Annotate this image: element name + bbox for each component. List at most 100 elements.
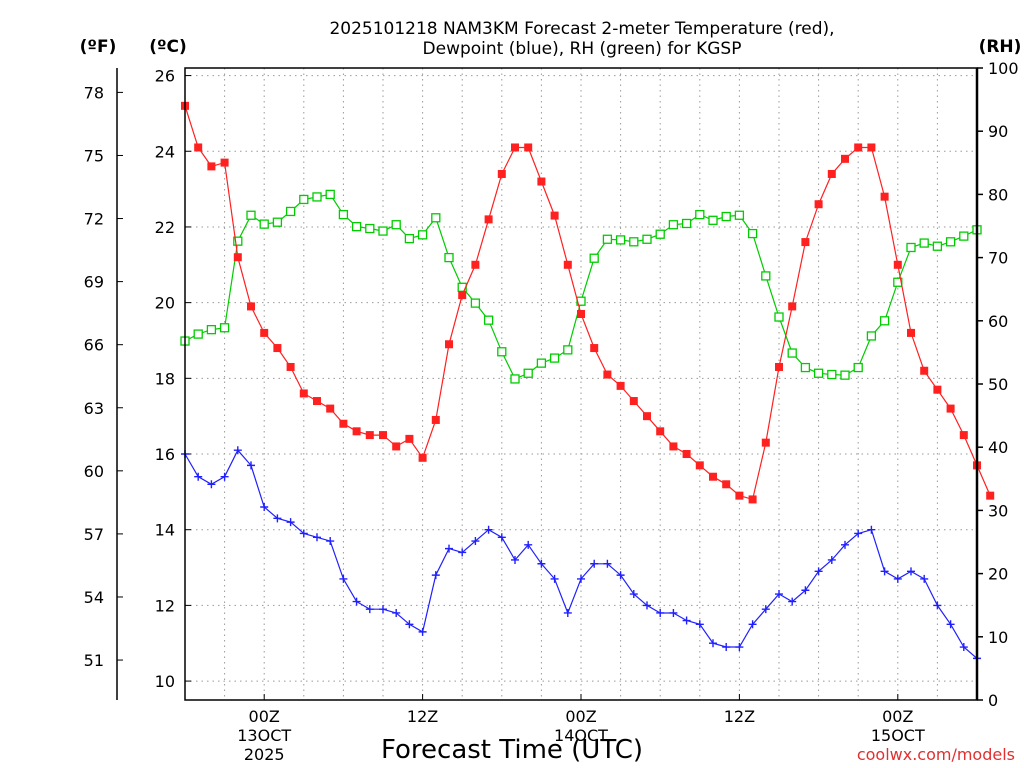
temperature-point [880, 192, 889, 201]
rh-point [444, 252, 454, 263]
temperature-point [801, 238, 810, 247]
rh-tick-label: 40 [988, 438, 1008, 457]
dewpoint-point [907, 567, 915, 576]
temperature-point [933, 385, 942, 394]
rh-point [747, 228, 758, 239]
x-tick-label: 00Z [882, 707, 913, 726]
x-tick-date-label: 13OCT [237, 726, 291, 745]
rh-point [827, 369, 837, 380]
dewpoint-point [603, 559, 612, 568]
fahrenheit-tick-label: 72 [84, 210, 104, 229]
temperature-point [946, 404, 955, 413]
celsius-tick-label: 18 [155, 369, 175, 388]
temperature-point [273, 344, 282, 353]
fahrenheit-tick-label: 51 [84, 651, 104, 670]
rh-point [391, 220, 401, 230]
dewpoint-point [445, 544, 453, 553]
temperature-point [775, 362, 783, 371]
rh-tick-label: 100 [988, 59, 1019, 78]
temperature-point [735, 491, 744, 500]
rh-point [642, 234, 652, 244]
dewpoint-point [814, 567, 823, 576]
dewpoint-point [735, 643, 744, 652]
rh-point [299, 194, 309, 205]
celsius-tick-label: 24 [155, 142, 175, 161]
dewpoint-point [247, 461, 255, 470]
rh-point [787, 348, 797, 358]
dewpoint-point [524, 540, 533, 549]
temperature-series [181, 101, 995, 504]
dewpoint-point [418, 627, 427, 636]
temperature-point [220, 158, 229, 167]
temperature-point [748, 495, 757, 504]
x-tick-year-label: 2025 [244, 745, 285, 764]
temperature-point [194, 143, 203, 152]
fahrenheit-tick-label: 69 [84, 273, 104, 292]
temperature-point [247, 302, 255, 311]
dewpoint-point [194, 472, 203, 481]
temperature-point [827, 169, 836, 178]
rh-point [919, 238, 929, 248]
rh-point [404, 233, 415, 244]
rh-point [233, 236, 243, 246]
fahrenheit-axis: 51 54 57 60 63 66 69 72 75 78 [84, 68, 123, 700]
celsius-tick-label: 12 [155, 596, 175, 615]
fahrenheit-tick-label: 78 [84, 83, 104, 102]
temperature-point [537, 177, 546, 186]
dewpoint-point [880, 567, 889, 576]
temperature-point [550, 211, 559, 220]
rh-point [325, 189, 335, 200]
dewpoint-point [405, 620, 414, 629]
rh-point [655, 229, 665, 239]
dewpoint-point [854, 529, 863, 538]
temperature-point [418, 453, 427, 462]
rh-tick-label: 10 [988, 628, 1008, 647]
temperature-point [484, 215, 493, 224]
x-tick-date-label: 14OCT [554, 726, 608, 745]
temperature-point [722, 480, 731, 489]
rh-tick-label: 60 [988, 312, 1008, 331]
temperature-point [854, 143, 863, 152]
x-tick-label: 00Z [249, 707, 280, 726]
temperature-point [656, 427, 665, 436]
rh-point [959, 231, 969, 241]
dewpoint-point [748, 620, 757, 629]
dewpoint-point [841, 540, 849, 549]
dewpoint-point [207, 480, 216, 489]
temperature-point [392, 442, 401, 451]
temperature-point [959, 431, 968, 440]
dewpoint-point [286, 518, 295, 527]
celsius-axis: 10 12 14 16 18 20 22 24 26 [155, 67, 191, 691]
dewpoint-point [788, 597, 797, 606]
temperature-point [458, 291, 467, 300]
celsius-tick-label: 22 [155, 218, 175, 237]
rh-point [840, 370, 850, 380]
temperature-point [471, 260, 480, 269]
dewpoint-point [893, 574, 902, 583]
fahrenheit-unit-label: (ºF) [80, 37, 117, 57]
dewpoint-point [946, 620, 955, 629]
temperature-point [313, 397, 321, 406]
rh-tick-label: 30 [988, 501, 1008, 520]
temperature-point [511, 143, 519, 152]
rh-point [312, 192, 322, 202]
dewpoint-point [273, 514, 282, 523]
rh-tick-label: 50 [988, 375, 1008, 394]
dewpoint-point [313, 533, 321, 542]
rh-tick-label: 70 [988, 249, 1008, 268]
dewpoint-point [629, 590, 638, 599]
temperature-point [867, 143, 876, 152]
dewpoint-point [352, 597, 361, 606]
dewpoint-point [959, 643, 968, 652]
celsius-tick-label: 16 [155, 445, 175, 464]
dewpoint-point [590, 559, 599, 568]
rh-point [734, 210, 745, 220]
x-tick-label: 12Z [724, 707, 755, 726]
rh-point [602, 234, 613, 244]
temperature-point [643, 412, 651, 421]
rh-point [932, 241, 943, 251]
rh-point [523, 368, 533, 378]
rh-point [906, 242, 916, 253]
dewpoint-point [484, 525, 493, 534]
